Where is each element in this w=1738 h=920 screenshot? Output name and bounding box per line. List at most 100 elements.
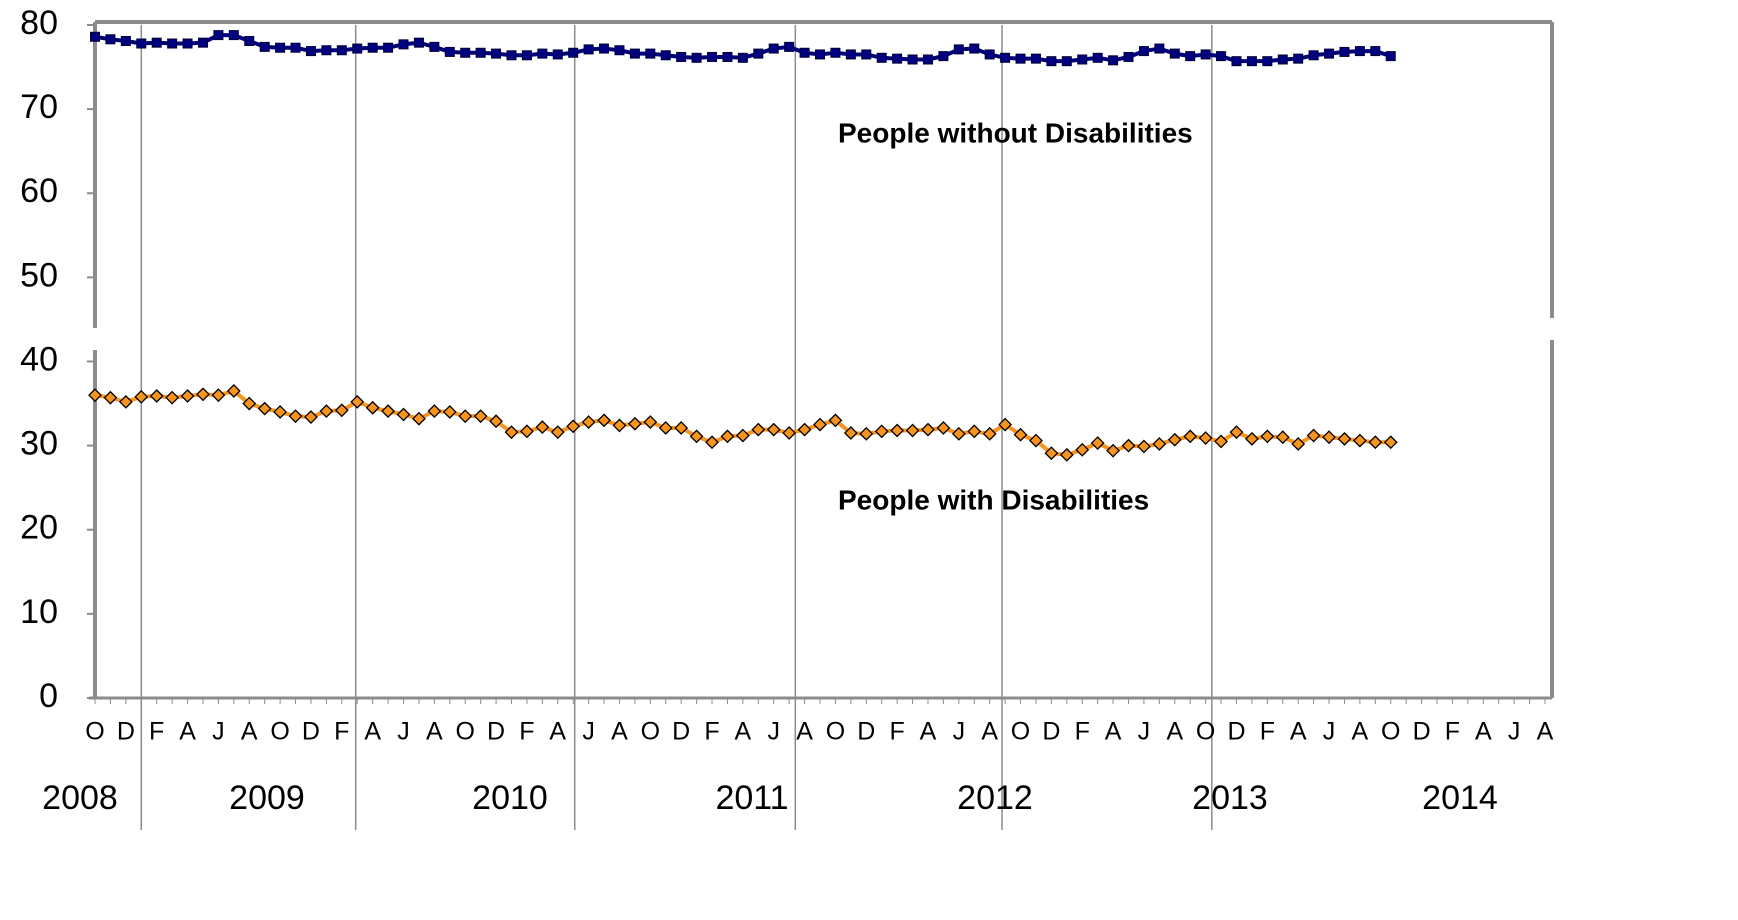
marker — [629, 48, 640, 59]
marker — [1090, 436, 1105, 451]
y-tick-label: 30 — [20, 425, 58, 463]
marker — [381, 404, 396, 419]
marker — [118, 394, 133, 409]
marker — [506, 50, 517, 61]
marker — [689, 429, 704, 444]
marker — [735, 428, 750, 443]
marker — [658, 421, 673, 435]
marker — [259, 41, 270, 52]
marker — [197, 37, 208, 48]
marker — [1291, 437, 1306, 451]
marker — [1246, 56, 1257, 67]
x-tick-label: A — [1290, 718, 1307, 746]
marker — [350, 394, 365, 409]
marker — [627, 416, 642, 431]
marker — [1229, 425, 1244, 440]
marker — [180, 389, 195, 403]
marker — [1046, 56, 1057, 67]
marker — [136, 38, 147, 49]
marker — [705, 435, 719, 450]
x-tick-label: D — [857, 718, 875, 746]
marker — [535, 420, 550, 435]
marker — [550, 425, 565, 440]
x-tick-label: A — [981, 718, 998, 746]
x-tick-label: O — [641, 718, 660, 746]
marker — [597, 413, 611, 428]
marker — [88, 388, 102, 403]
marker — [1075, 442, 1090, 457]
x-tick-label: A — [549, 718, 566, 746]
marker — [768, 43, 779, 54]
x-tick-label: A — [611, 718, 628, 746]
marker — [1123, 51, 1134, 62]
marker — [938, 51, 949, 62]
marker — [1138, 46, 1149, 57]
marker — [165, 390, 180, 405]
marker — [182, 38, 193, 49]
marker — [288, 409, 303, 424]
x-tick-label: F — [889, 718, 904, 746]
marker — [489, 414, 503, 429]
marker — [784, 41, 795, 52]
marker — [843, 426, 858, 440]
x-tick-label: A — [1166, 718, 1183, 746]
marker — [273, 405, 288, 419]
x-tick-label: O — [1196, 718, 1215, 746]
marker — [1370, 46, 1381, 57]
marker — [998, 417, 1013, 432]
marker — [275, 42, 286, 53]
x-tick-label: D — [1227, 718, 1245, 746]
marker — [1324, 48, 1335, 59]
x-tick-label: O — [1011, 718, 1030, 746]
marker — [504, 425, 519, 440]
marker — [737, 52, 748, 63]
marker — [244, 35, 255, 46]
marker — [1029, 433, 1043, 448]
marker — [412, 411, 426, 426]
marker — [674, 421, 689, 435]
marker — [1231, 56, 1242, 67]
marker — [1059, 447, 1074, 462]
marker — [167, 38, 178, 49]
marker — [707, 51, 718, 62]
x-tick-label: O — [270, 718, 289, 746]
marker — [475, 47, 486, 58]
marker — [1368, 435, 1383, 450]
marker — [599, 43, 610, 54]
marker — [1339, 46, 1350, 57]
marker — [1322, 430, 1336, 445]
x-tick-label: A — [796, 718, 813, 746]
marker — [413, 37, 424, 48]
marker — [1260, 429, 1275, 444]
marker — [828, 413, 843, 428]
marker — [1383, 435, 1398, 450]
marker — [1244, 431, 1259, 446]
x-tick-label: A — [735, 718, 752, 746]
marker — [676, 51, 687, 62]
marker — [566, 419, 581, 434]
marker — [211, 388, 226, 403]
marker — [228, 30, 239, 41]
marker — [1154, 43, 1165, 54]
marker — [398, 39, 409, 50]
marker — [460, 47, 471, 58]
marker — [568, 47, 579, 58]
y-tick-label: 80 — [20, 4, 58, 42]
x-tick-label: A — [1352, 718, 1369, 746]
marker — [691, 52, 702, 63]
year-label: 2009 — [229, 779, 305, 817]
marker — [103, 390, 118, 405]
series-label: People with Disabilities — [838, 484, 1149, 515]
marker — [151, 37, 162, 48]
marker — [1092, 52, 1103, 63]
marker — [830, 47, 841, 58]
marker — [890, 423, 905, 438]
marker — [1200, 49, 1211, 60]
marker — [1077, 54, 1088, 65]
x-tick-label: J — [1323, 718, 1336, 746]
marker — [861, 49, 872, 60]
marker — [537, 48, 548, 59]
x-tick-label: D — [1042, 718, 1060, 746]
marker — [473, 409, 488, 424]
